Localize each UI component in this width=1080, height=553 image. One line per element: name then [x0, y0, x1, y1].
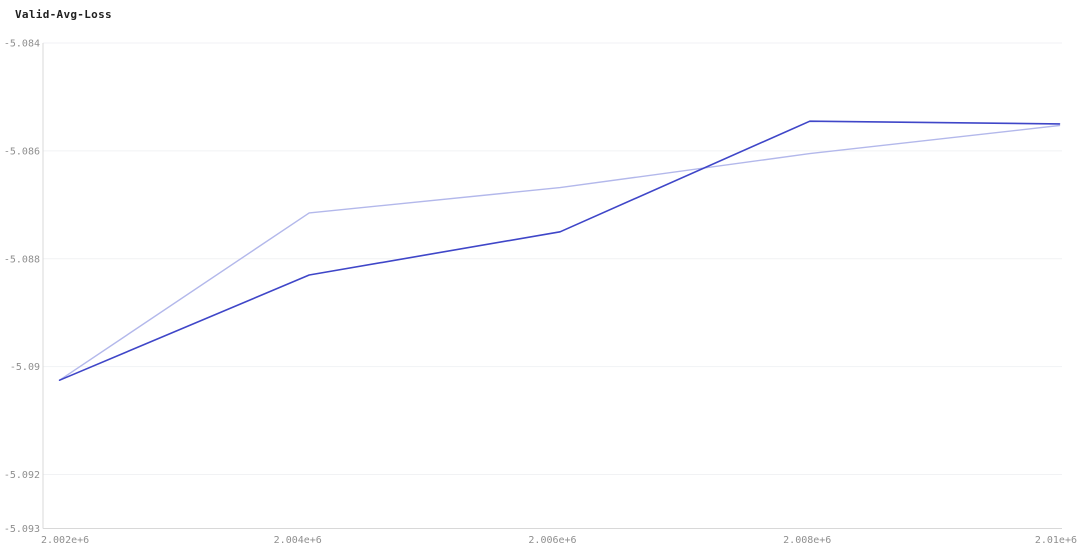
y-tick-label: -5.086: [4, 146, 40, 157]
y-tick-label: -5.09: [10, 362, 40, 373]
series-line-run-primary-dark: [58, 120, 1061, 382]
x-tick-label: 2.01e+6: [1035, 535, 1077, 546]
x-tick-label: 2.006e+6: [528, 535, 576, 546]
y-tick-label: -5.092: [4, 470, 40, 481]
y-tick-label: -5.088: [4, 254, 40, 265]
chart-title: Valid-Avg-Loss: [15, 8, 112, 21]
y-tick-label: -5.084: [4, 39, 40, 50]
x-tick-label: 2.008e+6: [783, 535, 831, 546]
series-line-run-secondary-light: [58, 124, 1061, 381]
y-tick-label: -5.093: [4, 524, 40, 535]
plot-area[interactable]: [43, 43, 1062, 529]
x-tick-label: 2.002e+6: [41, 535, 89, 546]
x-tick-label: 2.004e+6: [274, 535, 322, 546]
